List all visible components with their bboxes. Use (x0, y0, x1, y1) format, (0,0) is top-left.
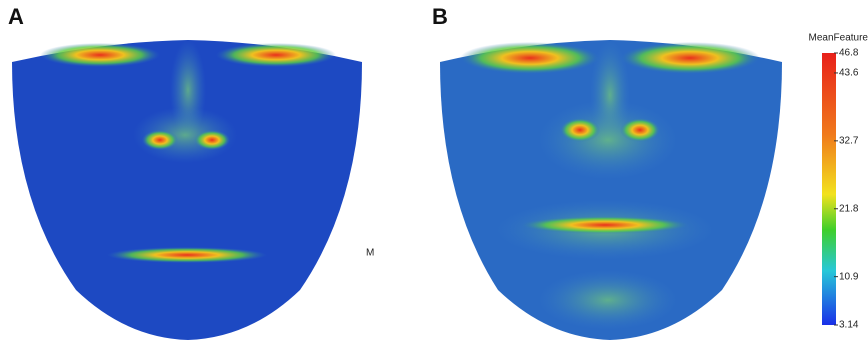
face-a (12, 40, 362, 340)
colorbar-title: MeanFeature (809, 33, 868, 44)
tick-label: 21.8 (839, 203, 859, 214)
panel-label: A (8, 4, 24, 29)
face-b (440, 40, 782, 340)
panel-label: B (432, 4, 448, 29)
tick-label: 43.6 (839, 68, 859, 79)
colorbar (822, 53, 836, 325)
tick-label: 10.9 (839, 271, 859, 282)
tick-label: 32.7 (839, 135, 859, 146)
tick-label: 3.14 (839, 320, 859, 331)
tick-label: 46.8 (839, 48, 859, 59)
annotation: M (366, 248, 374, 259)
